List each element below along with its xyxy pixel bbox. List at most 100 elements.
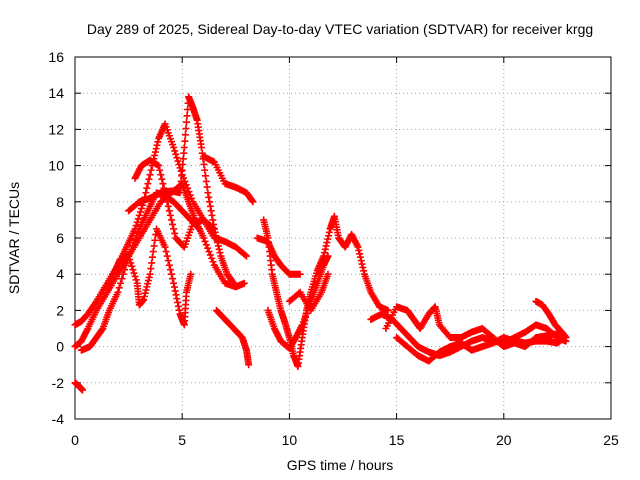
data-point-marker bbox=[164, 257, 172, 265]
data-point-marker bbox=[145, 273, 153, 281]
data-point-marker bbox=[160, 184, 168, 192]
series-track-g bbox=[200, 153, 257, 206]
data-point-marker bbox=[152, 145, 160, 153]
data-point-marker bbox=[135, 211, 143, 219]
data-point-marker bbox=[158, 175, 166, 183]
data-point-marker bbox=[358, 260, 366, 268]
data-point-marker bbox=[174, 302, 182, 310]
y-axis-label: SDTVAR / TECUs bbox=[6, 182, 22, 294]
data-point-marker bbox=[131, 235, 139, 243]
data-point-marker bbox=[153, 141, 161, 149]
data-point-marker bbox=[134, 228, 142, 236]
data-point-marker bbox=[166, 266, 174, 274]
data-point-marker bbox=[146, 171, 154, 179]
data-point-marker bbox=[324, 270, 332, 278]
y-tick-label: 14 bbox=[48, 85, 64, 101]
data-point-marker bbox=[132, 222, 140, 230]
data-point-marker bbox=[173, 154, 181, 162]
data-point-marker bbox=[121, 266, 129, 274]
data-point-marker bbox=[241, 251, 249, 259]
data-point-marker bbox=[147, 265, 155, 273]
data-point-marker bbox=[209, 258, 217, 266]
data-point-marker bbox=[208, 254, 216, 262]
x-tick-label: 5 bbox=[178, 432, 186, 448]
data-point-marker bbox=[185, 188, 193, 196]
data-point-marker bbox=[170, 279, 178, 287]
data-point-marker bbox=[133, 232, 141, 240]
data-point-marker bbox=[114, 288, 122, 296]
data-point-marker bbox=[165, 207, 173, 215]
axis-ticks: -4 -2 0 2 4 6 8 10 12 14 16 0 5 10 15 20 25 bbox=[48, 49, 619, 448]
data-point-marker bbox=[172, 291, 180, 299]
data-point-marker bbox=[164, 202, 172, 210]
grid bbox=[75, 57, 611, 419]
y-tick-label: 8 bbox=[56, 194, 64, 210]
data-point-marker bbox=[430, 304, 438, 312]
series-track-p bbox=[393, 334, 568, 365]
data-point-marker bbox=[384, 306, 392, 314]
data-point-marker bbox=[149, 248, 157, 256]
data-point-marker bbox=[181, 131, 189, 139]
data-point-marker bbox=[204, 244, 212, 252]
data-point-marker bbox=[214, 242, 222, 250]
data-point-marker bbox=[356, 253, 364, 261]
data-point-marker bbox=[325, 228, 333, 236]
data-point-marker bbox=[208, 211, 216, 219]
data-point-marker bbox=[144, 280, 152, 288]
data-point-marker bbox=[148, 259, 156, 267]
series-track-i bbox=[213, 306, 253, 369]
data-point-marker bbox=[140, 292, 148, 300]
data-point-marker bbox=[182, 124, 190, 132]
data-point-marker bbox=[203, 183, 211, 191]
data-point-marker bbox=[323, 239, 331, 247]
data-point-marker bbox=[170, 144, 178, 151]
data-point-marker bbox=[180, 144, 188, 151]
data-points bbox=[71, 93, 570, 394]
data-point-marker bbox=[159, 180, 167, 188]
data-point-marker bbox=[169, 275, 177, 283]
data-point-marker bbox=[321, 249, 329, 257]
data-point-marker bbox=[205, 193, 213, 201]
data-point-marker bbox=[174, 298, 182, 306]
data-point-marker bbox=[210, 225, 218, 233]
data-point-marker bbox=[169, 220, 177, 228]
x-tick-label: 20 bbox=[496, 432, 512, 448]
data-point-marker bbox=[206, 251, 214, 259]
data-point-marker bbox=[165, 261, 173, 269]
data-point-marker bbox=[213, 235, 221, 243]
data-point-marker bbox=[129, 242, 137, 250]
data-point-marker bbox=[151, 148, 159, 156]
data-point-marker bbox=[171, 229, 179, 237]
data-point-marker bbox=[321, 245, 329, 253]
data-point-marker bbox=[117, 279, 125, 287]
data-point-marker bbox=[134, 215, 142, 223]
data-point-marker bbox=[200, 160, 208, 168]
data-point-marker bbox=[172, 150, 180, 158]
series-track-e bbox=[103, 225, 195, 329]
series-track-c bbox=[71, 120, 251, 329]
data-point-marker bbox=[202, 172, 210, 180]
data-point-marker bbox=[127, 259, 135, 267]
data-point-marker bbox=[130, 269, 138, 277]
data-point-marker bbox=[184, 105, 192, 113]
y-tick-label: -2 bbox=[52, 375, 65, 391]
data-point-marker bbox=[359, 263, 367, 271]
data-point-marker bbox=[115, 284, 123, 292]
data-point-marker bbox=[170, 225, 178, 233]
data-point-marker bbox=[143, 184, 151, 192]
data-point-marker bbox=[325, 232, 333, 240]
data-point-marker bbox=[198, 149, 206, 157]
data-point-marker bbox=[142, 286, 150, 294]
data-point-marker bbox=[166, 211, 174, 219]
data-point-marker bbox=[200, 234, 208, 242]
data-point-marker bbox=[143, 283, 151, 291]
data-point-marker bbox=[151, 236, 159, 244]
data-point-marker bbox=[125, 252, 133, 260]
data-point-marker bbox=[209, 216, 217, 224]
data-point-marker bbox=[126, 255, 134, 263]
data-point-marker bbox=[202, 241, 210, 249]
data-point-marker bbox=[163, 198, 171, 206]
x-tick-label: 0 bbox=[71, 432, 79, 448]
y-tick-label: 12 bbox=[48, 121, 64, 137]
